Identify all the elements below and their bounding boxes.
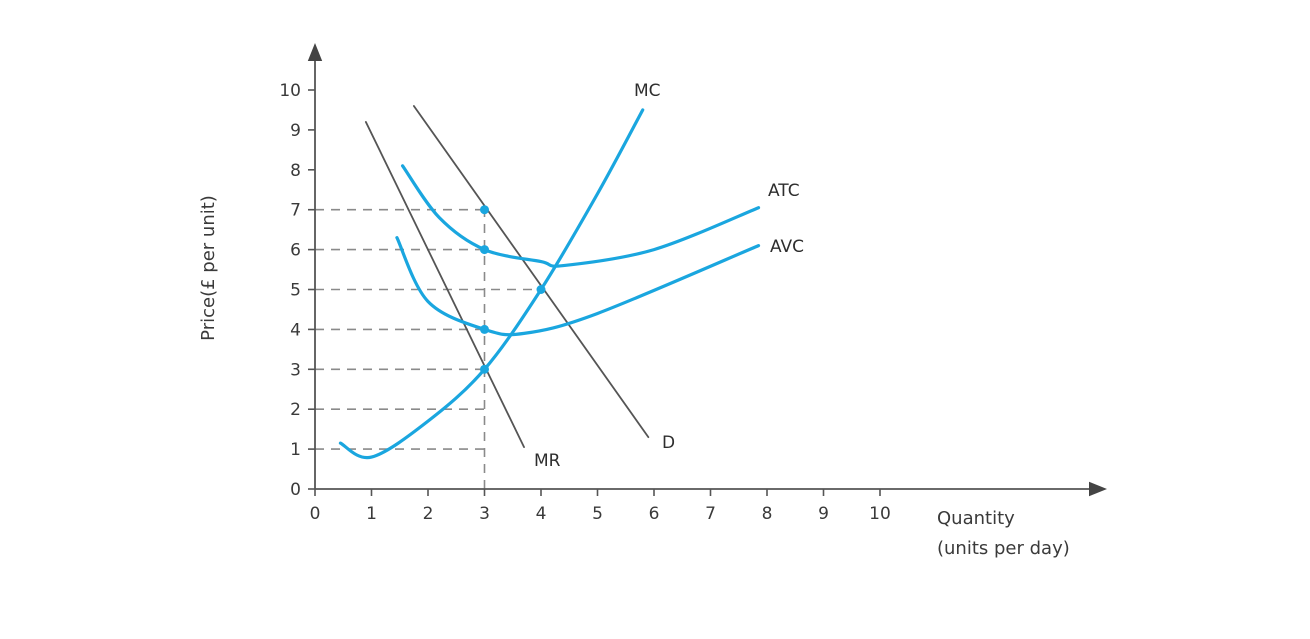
y-tick-label: 6 <box>290 241 301 261</box>
y-axis-ticks: 0 1 2 3 4 5 6 7 8 9 10 <box>279 81 315 500</box>
y-tick-label: 3 <box>290 360 301 380</box>
marked-points <box>480 205 546 374</box>
intersection-point <box>480 324 489 334</box>
x-tick-label: 5 <box>592 504 603 524</box>
intersection-point <box>480 205 489 215</box>
x-tick-label: 8 <box>762 504 773 524</box>
d-label: D <box>662 433 675 453</box>
mc-label: MC <box>634 81 661 101</box>
y-tick-label: 8 <box>290 161 301 181</box>
mr-label: MR <box>534 451 561 471</box>
x-axis-ticks: 0 1 2 3 4 5 6 7 8 9 10 <box>310 489 891 524</box>
x-tick-label: 3 <box>479 504 490 524</box>
x-tick-label: 10 <box>869 504 891 524</box>
intersection-point <box>480 245 489 255</box>
atc-curve <box>400 164 761 268</box>
mr-curve <box>364 121 525 449</box>
x-tick-label: 1 <box>366 504 377 524</box>
y-tick-label: 10 <box>279 81 301 101</box>
mc-curve <box>338 108 645 460</box>
avc-label: AVC <box>770 237 804 257</box>
x-tick-label: 9 <box>818 504 829 524</box>
reference-dashed-lines <box>315 208 541 489</box>
x-tick-label: 0 <box>310 504 321 524</box>
y-axis-title: Price(£ per unit) <box>198 195 219 341</box>
d-curve <box>412 105 650 439</box>
intersection-point <box>480 364 489 374</box>
y-tick-label: 2 <box>290 400 301 420</box>
y-tick-label: 1 <box>290 440 301 460</box>
x-axis-title-line2: (units per day) <box>937 538 1070 559</box>
y-tick-label: 9 <box>290 121 301 141</box>
avc-curve <box>395 236 761 337</box>
x-tick-label: 2 <box>423 504 434 524</box>
x-axis-title-line1: Quantity <box>937 508 1015 529</box>
x-tick-label: 6 <box>649 504 660 524</box>
atc-label: ATC <box>768 181 800 201</box>
series-group <box>338 105 761 460</box>
y-tick-label: 4 <box>290 320 301 340</box>
y-tick-label: 5 <box>290 281 301 301</box>
intersection-point <box>536 285 546 294</box>
x-tick-label: 7 <box>705 504 716 524</box>
y-tick-label: 0 <box>290 480 301 500</box>
y-tick-label: 7 <box>290 201 301 221</box>
x-tick-label: 4 <box>536 504 547 524</box>
